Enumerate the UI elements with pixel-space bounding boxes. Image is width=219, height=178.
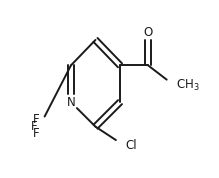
Text: F: F (33, 113, 39, 126)
Text: F: F (31, 120, 38, 133)
Text: O: O (143, 26, 153, 40)
Text: CH$_3$: CH$_3$ (176, 78, 200, 93)
Text: Cl: Cl (125, 138, 137, 152)
Text: F: F (33, 127, 39, 140)
Text: N: N (67, 96, 75, 109)
